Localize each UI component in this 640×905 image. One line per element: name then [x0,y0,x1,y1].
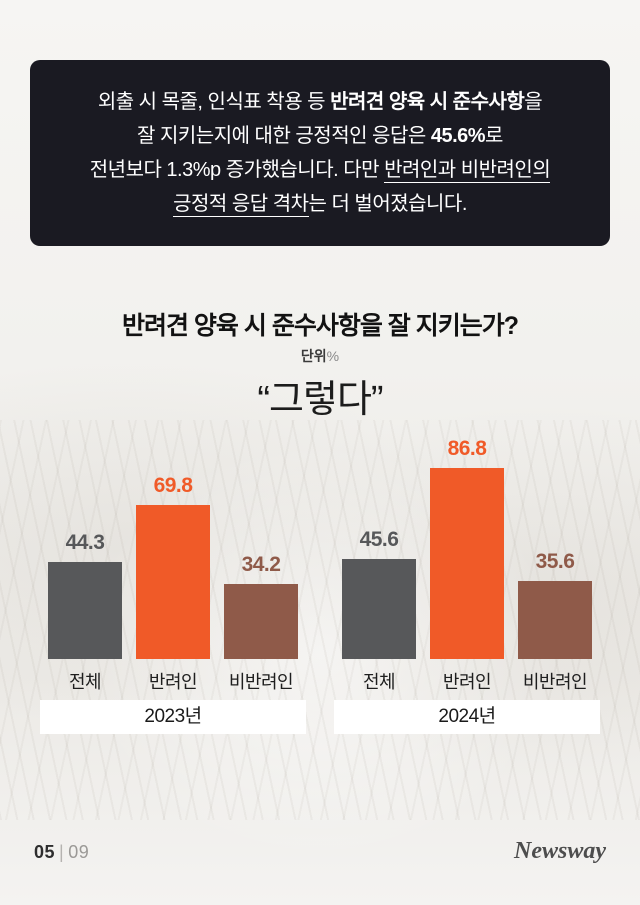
bar-value-label: 69.8 [153,474,193,497]
intro-text: 외출 시 목줄, 인식표 착용 등 반려견 양육 시 준수사항을 잘 지키는지에… [89,91,551,217]
bar [136,505,210,659]
page-divider: | [59,842,65,862]
intro-segment: 외출 시 목줄, 인식표 착용 등 [97,91,331,113]
bar-category-label: 전체 [362,672,396,692]
intro-segment-underline: 긍정적 응답 격차 [173,193,309,217]
bar-category-label: 반려인 [442,672,492,692]
page-total: 09 [68,842,90,862]
bar-column-반려인: 86.8 반려인 [430,437,504,692]
chart-title: 반려견 양육 시 준수사항을 잘 지키는가? [121,312,519,340]
bar-value-label: 86.8 [447,437,487,460]
intro-segment-bold: 반려견 양육 시 준수사항 [330,91,525,113]
intro-text-box: 외출 시 목줄, 인식표 착용 등 반려견 양육 시 준수사항을 잘 지키는지에… [30,60,610,246]
chart-group-2024년: 45.6 전체 86.8 반려인 35.6 비반려인 2024년 [334,437,600,734]
intro-segment-bold: 45.6% [430,125,486,147]
page-current: 05 [34,842,56,862]
bar-row: 44.3 전체 69.8 반려인 34.2 비반려인 [40,448,306,692]
bar [342,559,416,659]
intro-segment: 로 [485,125,503,147]
year-label: 2023년 [40,700,306,734]
year-label: 2024년 [334,700,600,734]
bar-column-전체: 44.3 전체 [48,531,122,692]
page-indicator: 05 | 09 [34,842,89,863]
bar [224,584,298,659]
chart-unit-label: 단위% [0,346,640,366]
bar-category-label: 비반려인 [522,672,588,692]
bar-category-label: 전체 [68,672,102,692]
bar-row: 45.6 전체 86.8 반려인 35.6 비반려인 [334,437,600,692]
intro-segment: 을 [524,91,543,113]
chart-quote: “그렇다” [257,379,383,421]
intro-segment: 는 더 벌어졌습니다. [308,193,468,215]
unit-word: 단위 [300,348,327,364]
brand-logo: Newsway [514,838,606,864]
bar-value-label: 34.2 [241,553,281,576]
bar [430,468,504,659]
intro-segment: 잘 지키는지에 대한 긍정적인 응답은 [137,125,431,147]
bar [48,562,122,659]
bar-category-label: 반려인 [148,672,198,692]
intro-segment-underline: 반려인과 비반려인의 [384,159,551,183]
bar-category-label: 비반려인 [228,672,294,692]
bar-column-반려인: 69.8 반려인 [136,474,210,692]
bar-value-label: 35.6 [535,550,575,573]
bar-column-비반려인: 35.6 비반려인 [518,550,592,692]
bar-column-비반려인: 34.2 비반려인 [224,553,298,692]
bar-chart: 44.3 전체 69.8 반려인 34.2 비반려인 2023년 45.6 전체 86.8 반려인 3… [40,437,600,734]
bar-column-전체: 45.6 전체 [342,528,416,692]
bar-value-label: 45.6 [359,528,399,551]
bar [518,581,592,659]
bar-value-label: 44.3 [65,531,105,554]
intro-segment: 전년보다 1.3%p 증가했습니다. 다만 [89,159,385,181]
chart-group-2023년: 44.3 전체 69.8 반려인 34.2 비반려인 2023년 [40,448,306,734]
unit-symbol: % [326,348,340,364]
